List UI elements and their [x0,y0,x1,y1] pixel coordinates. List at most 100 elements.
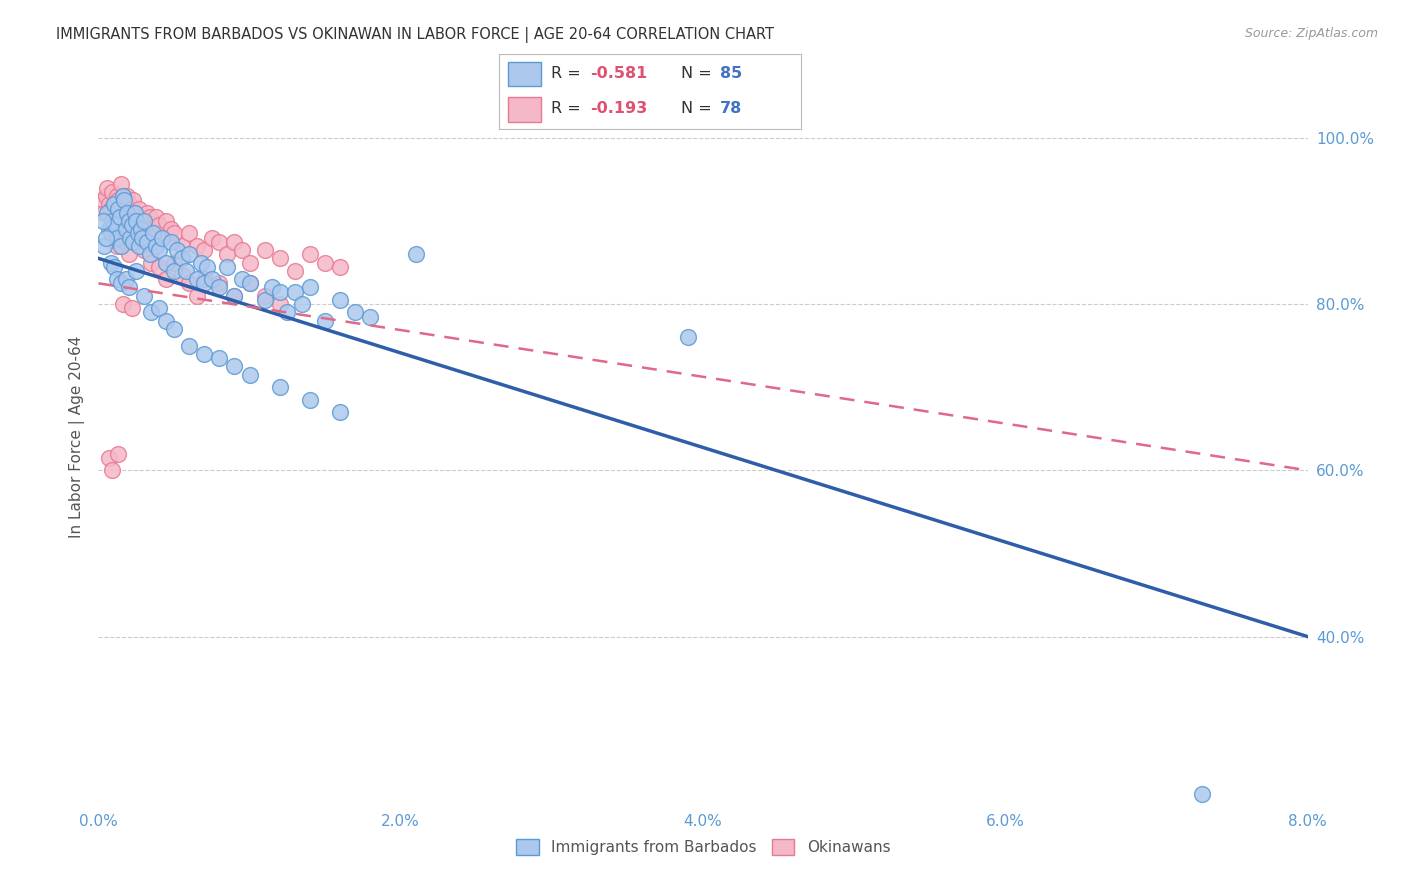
Point [110,239,132,253]
Point [121,301,143,316]
Point [253,289,276,303]
Point [94,230,117,244]
Point [108,205,131,219]
Point [107,193,129,207]
Point [100,227,122,241]
Point [193,272,215,286]
Point [299,280,322,294]
Point [107,202,129,216]
Point [110,177,132,191]
Point [96,180,118,194]
Point [215,247,238,261]
Point [224,359,246,374]
Point [148,301,170,316]
Text: IMMIGRANTS FROM BARBADOS VS OKINAWAN IN LABOR FORCE | AGE 20-64 CORRELATION CHAR: IMMIGRANTS FROM BARBADOS VS OKINAWAN IN … [56,27,775,43]
Point [163,322,186,336]
Point [142,222,165,236]
Point [150,230,173,244]
Point [103,227,125,241]
Point [239,277,262,291]
Point [145,239,167,253]
Point [120,230,142,244]
Point [104,218,127,232]
Point [208,280,231,294]
Point [269,285,291,299]
Point [195,260,218,274]
Point [132,243,155,257]
Point [155,272,177,286]
Point [124,205,146,219]
Point [405,247,427,261]
Point [128,202,150,216]
Point [118,247,141,261]
Point [155,255,177,269]
Point [125,214,148,228]
Point [114,272,136,286]
Point [224,289,246,303]
Point [128,239,150,253]
Point [150,230,173,244]
Point [112,193,135,207]
Point [121,214,143,228]
Point [148,243,170,257]
Point [201,230,224,244]
Point [269,380,291,394]
Point [269,297,291,311]
Point [111,297,134,311]
Point [344,305,367,319]
Point [98,222,121,236]
Point [329,405,352,419]
Bar [508,97,541,122]
Point [155,214,177,228]
Point [208,277,231,291]
Point [253,243,276,257]
Point [676,330,699,344]
Y-axis label: In Labor Force | Age 20-64: In Labor Force | Age 20-64 [69,336,84,538]
Point [284,264,307,278]
Point [125,264,148,278]
Point [160,235,183,249]
Point [105,189,128,203]
Point [132,289,155,303]
Point [107,447,129,461]
Point [208,235,231,249]
Point [224,289,246,303]
Point [262,280,284,294]
Point [135,235,157,249]
Point [160,222,183,236]
Point [125,235,148,249]
Point [329,260,352,274]
Point [148,260,170,274]
Point [103,260,125,274]
Point [132,214,155,228]
Point [201,272,224,286]
Point [155,314,177,328]
Point [179,247,201,261]
Point [112,197,135,211]
Point [111,189,134,203]
Point [299,392,322,407]
Text: N =: N = [681,102,717,116]
Point [96,205,118,219]
Point [1191,788,1213,802]
Point [127,227,149,241]
Legend: Immigrants from Barbados, Okinawans: Immigrants from Barbados, Okinawans [509,833,897,861]
Point [120,202,142,216]
Point [91,214,114,228]
Point [115,205,138,219]
Text: -0.581: -0.581 [591,67,647,81]
Point [139,210,162,224]
Point [94,189,117,203]
Point [131,230,153,244]
Point [125,210,148,224]
Point [110,277,132,291]
Point [127,222,149,236]
Point [145,210,167,224]
Point [170,252,193,266]
Point [231,272,253,286]
Point [186,289,208,303]
Point [163,264,186,278]
Point [163,255,186,269]
Point [114,202,136,216]
Point [141,255,163,269]
